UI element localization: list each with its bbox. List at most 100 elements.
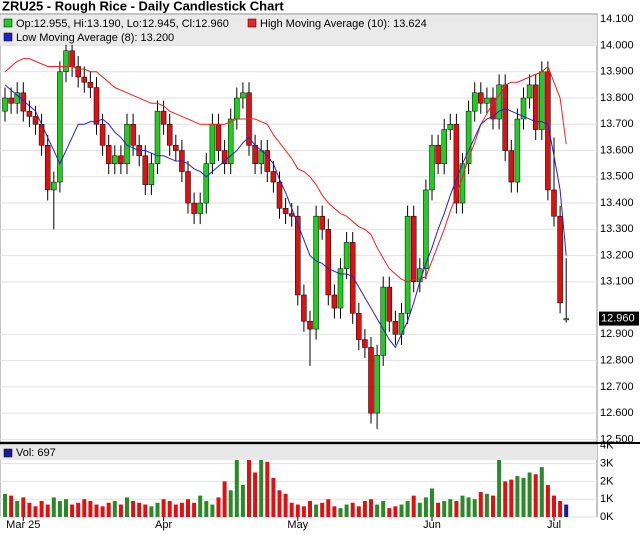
volume-bar [186,499,190,517]
volume-bar [39,500,44,517]
y-tick-label: 4K [600,440,614,452]
volume-bar [314,504,319,517]
y-tick-label: 13.600 [600,144,634,156]
volume-bar [448,499,453,517]
volume-bar [27,502,32,517]
volume-bar [64,499,68,517]
legend-swatch [3,32,13,42]
candle-body [148,163,155,185]
volume-bar [118,504,123,517]
volume-bar [491,495,495,517]
volume-bar [94,504,99,517]
volume-bar [106,502,111,517]
moving-average-line [4,84,567,349]
volume-bar [478,492,483,517]
candle-body [404,215,411,314]
volume-bar [167,500,172,517]
candle-body [386,286,393,322]
candle-body [105,145,112,164]
candle-body [447,124,454,130]
y-tick-label: 13.300 [600,223,634,235]
candle-body [240,92,246,99]
candle-body [319,215,325,230]
volume-bar [155,502,160,517]
candle-body [227,118,234,164]
volume-bar [515,476,520,517]
candle-body [362,339,368,348]
volume-bar [503,481,508,517]
volume-bar [350,502,355,517]
volume-bar [295,504,300,517]
volume-bar [125,497,129,517]
candle-body [471,92,478,112]
y-tick-label: 13.700 [600,118,634,130]
volume-bar [161,499,166,517]
candle-body [423,189,429,269]
candle-body [410,215,417,283]
candle-body [44,145,51,191]
y-tick-label: 14.000 [600,39,634,51]
volume-bar [466,497,471,517]
volume-bar [222,481,227,517]
candle-body [191,202,197,214]
volume-bar [301,506,306,517]
candle-body [392,320,399,335]
candle-body [295,215,301,296]
volume-bar [558,500,563,517]
x-tick-label: Jul [547,519,561,531]
candle-body [221,150,228,164]
volume-bar [271,477,276,517]
x-tick-label: Jun [423,519,441,531]
volume-bar [57,500,62,517]
x-tick-label: Apr [155,519,172,531]
candle-body [453,124,460,204]
candle-body [8,97,14,104]
volume-bar [399,504,404,517]
y-tick-label: 2K [600,475,614,487]
volume-bar [198,495,203,517]
candle-body [203,163,210,204]
candle-body [563,318,569,321]
volume-bar [45,504,50,517]
y-tick-label: 1K [600,493,614,505]
volume-bar [112,500,117,517]
legend-swatch [247,18,257,28]
candle-body [282,208,289,214]
moving-average-line [4,58,567,283]
candle-body [337,268,344,309]
volume-bar [192,502,197,517]
volume-bar [179,502,184,517]
last-price-box [599,311,639,326]
candle-body [173,145,179,151]
volume-bar [51,497,56,517]
volume-bar [82,499,87,517]
candle-body [69,50,75,67]
volume-bar [70,504,75,517]
volume-bar [265,461,270,517]
candle-body [478,92,484,104]
volume-bar [362,500,367,517]
volume-bar [308,500,312,517]
last-price-label: 12.960 [601,312,635,324]
candle-body [93,87,100,125]
volume-bar [204,500,209,517]
candle-body [87,82,94,88]
volume-bar [137,502,142,517]
volume-bar [289,502,294,517]
candle-body [2,97,8,112]
candle-body [57,71,63,183]
y-tick-label: 0K [600,511,614,523]
volume-bar [454,500,459,517]
y-tick-label: 3K [600,457,614,469]
volume-bar [417,502,422,517]
legend-label: Low Moving Average (8): 13.200 [16,32,174,44]
candle-body [124,124,130,164]
candle-body [130,124,136,146]
volume-bar [484,493,489,517]
candle-body [20,92,27,112]
candle-body [301,294,307,322]
volume-bar [33,506,38,517]
volume-bar [3,493,7,517]
y-tick-label: 13.900 [600,66,634,78]
